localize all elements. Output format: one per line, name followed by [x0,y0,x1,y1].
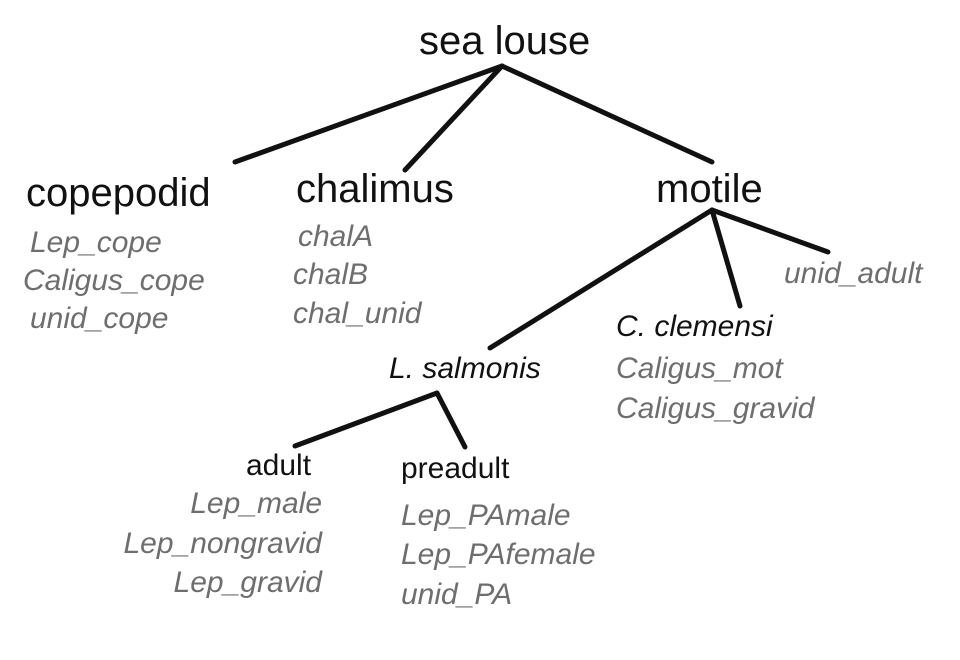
node-preadult: preadult [401,454,509,484]
code-label: Lep_cope [30,228,162,258]
code-label: chal_unid [293,299,421,329]
node-adult: adult [246,451,311,481]
code-label: Lep_nongravid [123,529,322,559]
edge-motile-cclemensi [712,210,740,306]
edge-motile-unid-adult [712,210,828,252]
code-label: Lep_male [190,489,322,519]
code-label: Lep_PAmale [401,501,571,531]
edge-lsalmonis-adult [295,393,437,446]
code-label: unid_PA [401,580,512,610]
node-chalimus: chalimus [296,169,454,209]
edge-root-motile [502,66,712,162]
edge-root-copepodid [235,66,502,162]
node-copepodid: copepodid [26,173,211,213]
code-label: Lep_PAfemale [401,540,596,570]
node-root: sea louse [419,21,590,61]
node-motile: motile [656,169,763,209]
code-label: unid_cope [30,304,168,334]
code-label: chalA [298,222,373,252]
node-l-salmonis: L. salmonis [389,354,541,384]
code-label: Caligus_mot [616,354,783,384]
edge-lsalmonis-preadult [437,393,465,447]
code-label: Lep_gravid [174,568,322,598]
code-label: Caligus_gravid [616,394,814,424]
node-unid-adult: unid_adult [784,259,922,289]
node-c-clemensi: C. clemensi [616,312,773,342]
code-label: chalB [293,260,368,290]
code-label: Caligus_cope [23,266,205,296]
